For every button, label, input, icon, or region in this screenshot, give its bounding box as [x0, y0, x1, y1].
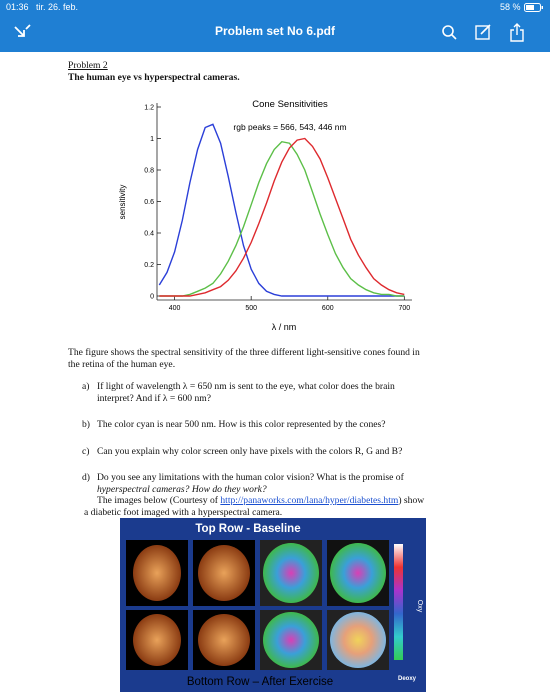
nav-bar: Problem set No 6.pdf	[0, 14, 550, 52]
color-scale	[394, 544, 403, 660]
question-text: If light of wavelength λ = 650 nm is sen…	[97, 381, 395, 404]
source-text: ) show	[398, 495, 425, 506]
y-tick-label: 1	[150, 136, 154, 143]
source-line: The images below (Courtesy of http://pan…	[97, 495, 424, 507]
y-tick-label: 0.4	[144, 231, 154, 238]
scale-label: Deoxy	[398, 676, 417, 682]
toolbar-icons	[442, 23, 524, 42]
back-button[interactable]	[12, 24, 32, 42]
chart-title: Cone Sensitivities	[252, 99, 328, 110]
bottom-caption: Bottom Row – After Exercise	[187, 676, 333, 688]
document-title: Problem set No 6.pdf	[214, 24, 336, 38]
cone-curve	[159, 140, 405, 297]
x-tick-label: 500	[245, 305, 257, 312]
y-axis-label: sensitivity	[118, 185, 127, 220]
source-line: a diabetic foot imaged with a hyperspect…	[84, 507, 283, 518]
top-caption: Top Row - Baseline	[195, 523, 300, 535]
battery-level: 58 %	[500, 2, 521, 12]
cone-curve	[158, 123, 405, 297]
x-axis-label: λ / nm	[272, 322, 297, 332]
chart: Cone Sensitivities rgb peaks = 566, 543,…	[118, 99, 412, 332]
intro-line: The figure shows the spectral sensitivit…	[68, 347, 420, 358]
question-line: interpret? And if λ = 600 nm?	[97, 392, 211, 404]
intro-line: the retina of the human eye.	[68, 358, 176, 370]
question-line: If light of wavelength λ = 650 nm is sen…	[97, 381, 395, 392]
battery-icon	[524, 3, 543, 12]
question-line: The color cyan is near 500 nm. How is th…	[97, 419, 386, 430]
intro-paragraph: The figure shows the spectral sensitivit…	[68, 347, 420, 370]
date: tir. 26. feb.	[36, 2, 79, 12]
x-tick-label: 600	[322, 305, 334, 312]
source-link[interactable]: http://panaworks.com/lana/hyper/diabetes…	[220, 495, 399, 506]
x-tick-label: 400	[169, 305, 181, 312]
y-tick-label: 0.2	[144, 262, 154, 269]
y-tick-label: 0.8	[144, 168, 154, 175]
problem-title: The human eye vs hyperspectral cameras.	[68, 72, 240, 83]
cone-curve	[159, 137, 405, 297]
question-label: a)	[82, 381, 90, 392]
status-bar: 01:36 tir. 26. feb. 58 %	[0, 0, 550, 14]
question-line: Do you see any limitations with the huma…	[97, 472, 404, 483]
hyperspectral-figure: Top Row - Baseline Bottom Row – After Ex…	[120, 518, 426, 692]
scale-label: Oxy	[416, 600, 423, 613]
y-tick-label: 0.6	[144, 199, 154, 206]
chart-subtitle: rgb peaks = 566, 543, 446 nm	[233, 122, 346, 132]
problem-heading: Problem 2	[68, 60, 108, 71]
foot-images	[126, 540, 389, 670]
question-label: d)	[82, 472, 90, 483]
question-line: hyperspectral cameras? How do they work?	[97, 483, 267, 495]
y-tick-label: 0	[150, 294, 154, 301]
question-text: Do you see any limitations with the huma…	[97, 472, 424, 507]
source-text: The images below (Courtesy of	[97, 495, 221, 506]
question-label: b)	[82, 419, 90, 430]
search-button[interactable]	[442, 25, 457, 40]
edit-button[interactable]	[475, 24, 491, 40]
question-line: Can you explain why color screen only ha…	[97, 446, 403, 457]
question-label: c)	[82, 446, 90, 457]
y-tick-label: 1.2	[144, 105, 154, 112]
x-tick-label: 700	[398, 305, 410, 312]
share-button[interactable]	[510, 23, 524, 42]
time: 01:36	[6, 2, 29, 12]
